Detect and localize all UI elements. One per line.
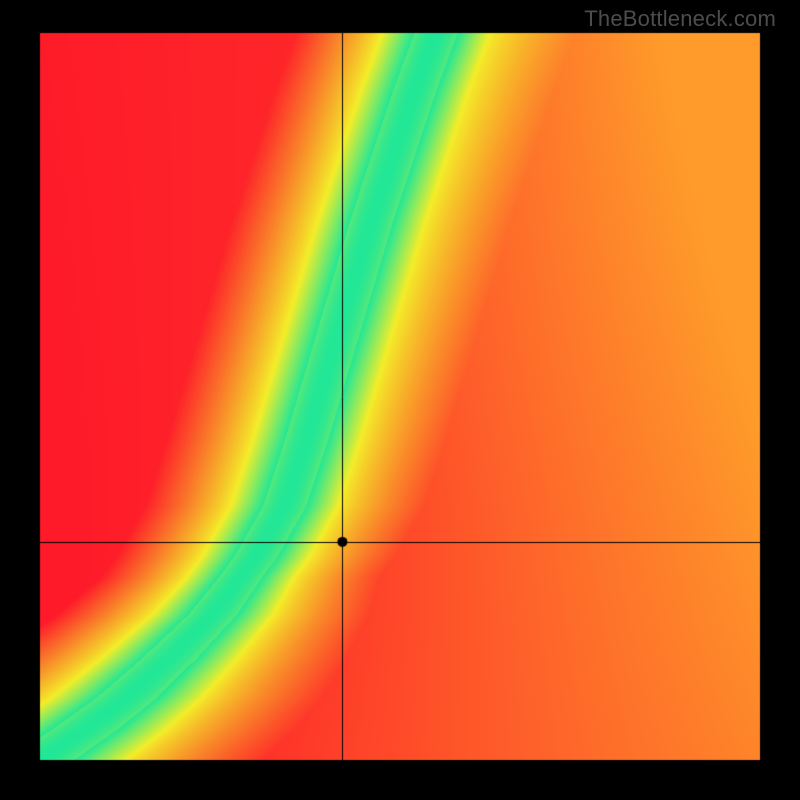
watermark-text: TheBottleneck.com: [584, 6, 776, 32]
chart-frame: TheBottleneck.com: [0, 0, 800, 800]
bottleneck-heatmap: [0, 0, 800, 800]
